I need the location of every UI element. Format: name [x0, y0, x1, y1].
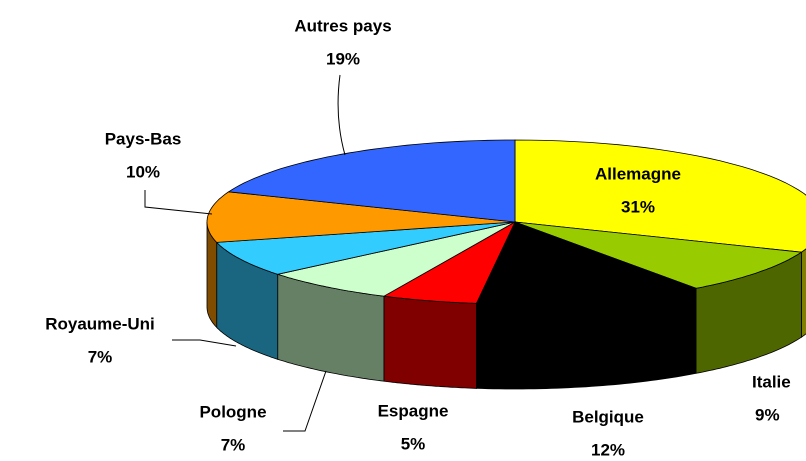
slice [514, 139, 806, 253]
slice-label: Royaume-Uni [45, 314, 155, 333]
slice-value: 5% [401, 434, 426, 453]
slice-label: Pologne [199, 402, 266, 421]
pie-sides [206, 222, 806, 390]
slice [514, 221, 803, 289]
slice-label: Italie [752, 372, 791, 391]
slice-label: Autres pays [294, 16, 391, 35]
slice [227, 139, 516, 223]
slice [276, 221, 516, 297]
slice-value: 12% [591, 440, 625, 459]
slice-value: 9% [755, 405, 780, 424]
labels: Allemagne 31% Italie 9% Belgique 12% Espagne 5%… [45, 16, 791, 459]
slice-label: Belgique [572, 407, 644, 426]
leader-line [144, 190, 213, 215]
slice-label: Allemagne [595, 164, 681, 183]
leader-line [337, 74, 346, 156]
slice [475, 221, 698, 305]
slice [206, 191, 516, 243]
slice-label: Pays-Bas [105, 129, 182, 148]
slice-label: Espagne [378, 401, 449, 420]
slice-value: 10% [126, 162, 160, 181]
slice-value: 31% [621, 197, 655, 216]
slice [215, 221, 516, 275]
leader-line [283, 370, 327, 432]
slice-value: 7% [221, 435, 246, 454]
slice-value: 7% [88, 347, 113, 366]
leader-line [172, 339, 237, 347]
slice-side [383, 295, 477, 389]
slice-value: 19% [326, 49, 360, 68]
pie-tops [206, 139, 806, 305]
slice [382, 221, 516, 304]
